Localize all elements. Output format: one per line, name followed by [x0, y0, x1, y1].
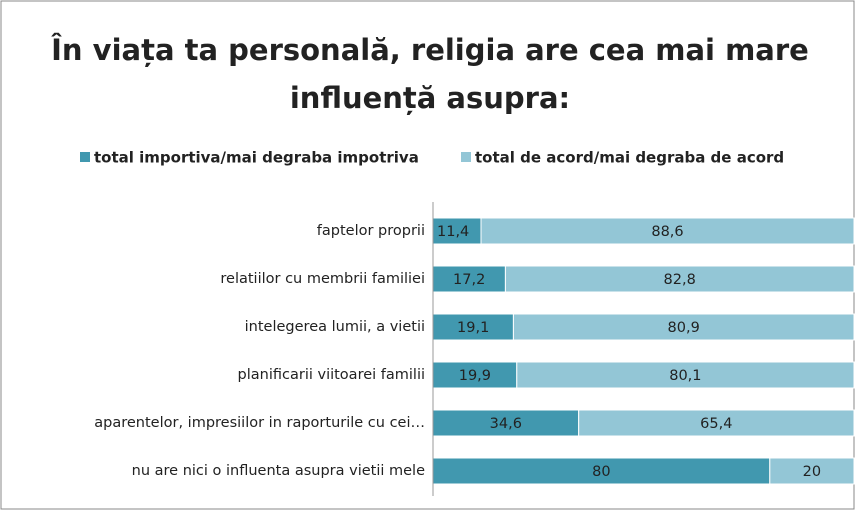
y-tick-label: planificarii viitoarei familii — [238, 367, 425, 383]
data-label: 80 — [592, 464, 610, 480]
legend-swatch — [80, 152, 90, 162]
legend-label: total de acord/mai degraba de acord — [475, 149, 784, 167]
data-label: 20 — [803, 464, 821, 480]
data-label: 88,6 — [651, 224, 683, 240]
data-label: 11,4 — [437, 224, 469, 240]
data-label: 82,8 — [664, 272, 696, 288]
bar-segment — [578, 409, 855, 437]
data-label: 19,1 — [457, 320, 489, 336]
legend-swatch — [461, 152, 471, 162]
bar-segment — [432, 217, 482, 245]
bar-segment — [432, 409, 580, 437]
bar-segment — [769, 457, 855, 485]
bar-segment — [516, 361, 855, 389]
bar-segment — [432, 457, 771, 485]
chart-title: În viața ta personală, religia are cea m… — [51, 33, 809, 67]
data-label: 19,9 — [459, 368, 491, 384]
legend-label: total importiva/mai degraba impotriva — [94, 149, 419, 167]
data-label: 65,4 — [700, 416, 732, 432]
y-tick-label: faptelor proprii — [317, 223, 425, 239]
chart-subtitle: influență asupra: — [290, 81, 570, 115]
y-tick-label: relatiilor cu membrii familiei — [220, 271, 425, 287]
data-label: 34,6 — [490, 416, 522, 432]
data-label: 80,9 — [668, 320, 700, 336]
y-tick-label: intelegerea lumii, a vietii — [245, 319, 425, 335]
bar-segment — [504, 265, 855, 293]
bar-segment — [512, 313, 855, 341]
bar-segment — [480, 217, 855, 245]
data-label: 17,2 — [453, 272, 485, 288]
data-label: 80,1 — [669, 368, 701, 384]
y-tick-label: nu are nici o influenta asupra vietii me… — [132, 463, 425, 479]
y-tick-label: aparentelor, impresiilor in raporturile … — [94, 415, 425, 431]
